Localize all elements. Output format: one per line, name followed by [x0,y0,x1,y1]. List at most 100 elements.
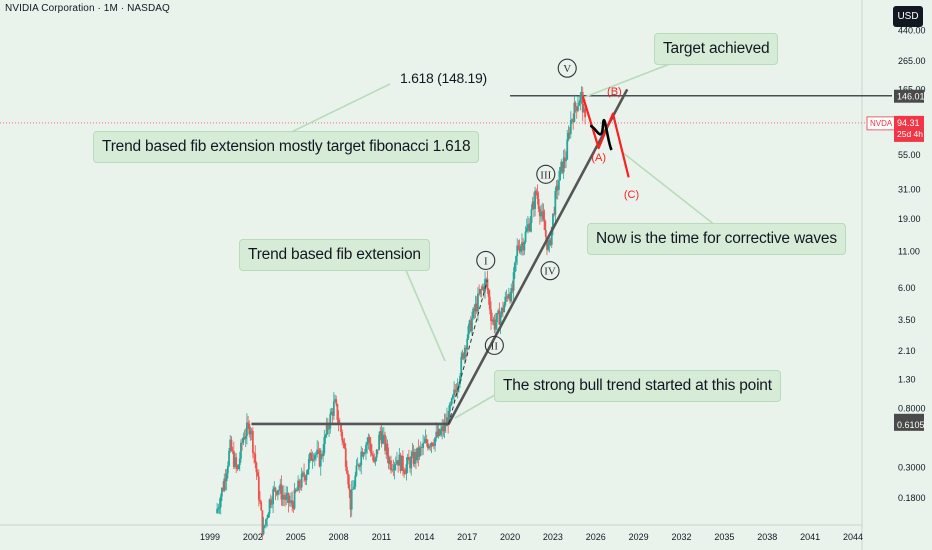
candle-body [310,453,313,461]
candle-body [543,219,546,230]
candle-body [505,296,508,298]
trend-fib-mostly-note[interactable]: Trend based fib extension mostly target … [93,131,480,163]
y-tick-label: 55.00 [898,150,921,160]
candle-body [525,227,528,232]
candle-body [373,460,376,462]
candle-body [375,449,378,458]
candle-body [313,455,316,460]
candle-body [524,231,527,243]
candle-body [262,525,265,535]
candle-body [405,464,408,474]
candle-body [286,493,289,496]
candle-body [511,288,514,291]
candle-body [325,423,328,436]
candle-body [442,426,445,432]
candle-body [521,242,523,247]
candle-body [269,499,272,505]
candle-body [332,401,335,416]
callout-connector [274,83,391,141]
candle-body [503,305,506,313]
candle-body [276,490,279,495]
target-achieved-note[interactable]: Target achieved [654,33,779,65]
candle-body [335,399,338,405]
projection-squiggle[interactable] [589,119,613,151]
candle-body [224,478,227,482]
candle-body [267,513,270,518]
candle-body [528,224,531,232]
candle-body [494,322,497,330]
candle-body [477,293,479,312]
y-tick-label: 31.00 [898,185,921,195]
candle-body [431,442,434,446]
candle-body [232,450,235,467]
candle-body [331,411,334,416]
candle-body [223,478,226,491]
fib-level-label: 1.618 (148.19) [400,70,487,86]
candle-body [469,320,472,332]
candle-body [321,454,323,457]
candle-body [417,447,420,457]
wave-label-v: V [563,63,571,75]
correction-label: (B) [607,86,622,98]
trend-fib-note[interactable]: Trend based fib extension [239,239,430,271]
candle-body [568,133,571,135]
wave-label-iii: III [540,169,551,181]
candle-body [399,454,402,471]
candle-body [403,470,405,474]
candle-body [555,185,558,192]
candle-body [574,102,577,107]
candle-body [390,460,392,471]
candle-body [572,119,575,122]
corrective-waves-note[interactable]: Now is the time for corrective waves [587,223,846,255]
candle-body [530,209,533,224]
candle-body [382,434,385,436]
candle-body [518,248,521,252]
candle-body [238,458,241,466]
bull-trend-start-note[interactable]: The strong bull trend started at this po… [494,370,781,402]
candle-body [255,462,258,473]
candle-body [538,209,541,217]
candle-body [423,442,426,444]
symbol-header[interactable]: NVIDIA Corporation · 1M · NASDAQ [5,3,170,14]
candle-body [436,431,439,437]
candle-body [507,294,510,299]
candle-body [550,226,553,245]
candle-body [381,435,384,444]
currency-button[interactable]: USD [893,6,923,27]
candle-body [412,451,415,464]
candle-body [517,245,520,249]
callout-connector [584,59,681,98]
candle-body [350,489,353,510]
candle-body [300,473,303,488]
candle-body [479,289,482,294]
candle-body [566,139,569,160]
x-tick-label: 2014 [414,532,434,542]
candle-body [434,437,436,446]
candle-body [249,430,252,435]
candle-body [397,460,400,466]
candle-body [567,133,570,140]
candle-body [279,484,282,490]
candle-body [531,201,534,210]
x-tick-label: 2017 [457,532,477,542]
candle-body [554,191,557,215]
candle-body [259,499,261,503]
candle-body [562,157,565,173]
candle-body [378,434,380,450]
candle-body [515,256,517,263]
candle-body [219,496,222,508]
candle-body [457,384,460,387]
candle-body [523,242,526,251]
candle-body [315,454,317,456]
candle-body [499,314,502,325]
candle-body [282,494,285,498]
x-tick-label: 2005 [286,532,306,542]
candle-body [553,213,556,215]
candle-body [299,486,302,488]
candle-body [353,486,355,490]
candle-body [541,211,544,214]
candle-body [304,476,307,481]
